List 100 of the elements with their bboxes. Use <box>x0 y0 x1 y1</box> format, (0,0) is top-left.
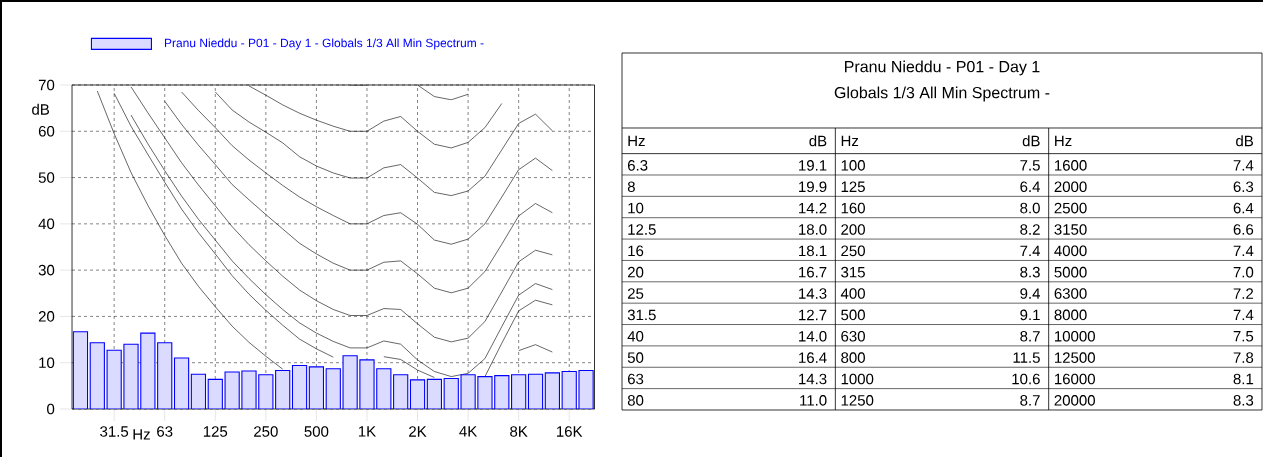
text: dB <box>809 135 827 147</box>
text: 7.4 <box>1233 160 1254 171</box>
text: 800 <box>841 352 865 363</box>
text: 10000 <box>1055 330 1095 342</box>
x-tick-label: 500 <box>304 426 329 437</box>
text: 3150 <box>1054 224 1087 235</box>
text: 20 <box>627 266 644 278</box>
text: dB <box>1022 135 1040 147</box>
text: 7.4 <box>1233 245 1254 256</box>
text: 63 <box>627 373 644 385</box>
text: 18.1 <box>799 245 827 257</box>
text: 14.2 <box>799 202 827 214</box>
y-tick-label: 50 <box>38 172 55 183</box>
text: 12.5 <box>628 224 656 235</box>
text: 5000 <box>1054 266 1087 278</box>
text: 100 <box>841 160 865 171</box>
text: 6300 <box>1054 288 1087 299</box>
text: 8.3 <box>1020 266 1040 278</box>
text: 1600 <box>1055 160 1087 171</box>
legend-label: Pranu Nieddu - P01 - Day 1 - Globals 1/3 All Min Spectrum - <box>164 38 484 50</box>
text: 16000 <box>1055 373 1095 385</box>
text: 19.9 <box>799 181 827 193</box>
text: 12.7 <box>799 309 827 321</box>
text: 14.0 <box>799 330 827 342</box>
text: 6.3 <box>1233 181 1254 193</box>
text: 7.5 <box>1020 160 1040 171</box>
text: 25 <box>627 288 644 299</box>
text: 8 <box>627 181 635 193</box>
x-tick-label: 250 <box>254 426 278 437</box>
text: Hz <box>841 135 859 146</box>
text: 11.0 <box>800 395 827 406</box>
text: 8.7 <box>1020 330 1040 342</box>
text: 80 <box>627 395 644 406</box>
text: 7.0 <box>1233 266 1254 278</box>
text: 6.4 <box>1020 181 1041 193</box>
text: 12500 <box>1055 352 1095 363</box>
text: 8.1 <box>1233 373 1254 385</box>
y-axis-title: dB <box>32 103 50 115</box>
text: 10 <box>628 202 644 214</box>
x-tick-label: 63 <box>157 426 173 437</box>
text: 8.0 <box>1020 202 1040 214</box>
x-tick-label: 2K <box>409 426 427 437</box>
text: 7.4 <box>1233 309 1254 321</box>
text: 315 <box>841 266 865 278</box>
text: 160 <box>841 202 865 214</box>
x-tick-label: 8K <box>510 426 528 437</box>
text: 10.6 <box>1012 373 1040 385</box>
text: 18.0 <box>799 224 827 235</box>
x-axis-title: Hz <box>133 429 150 440</box>
text: 4000 <box>1054 245 1087 257</box>
text: 7.4 <box>1020 245 1041 256</box>
text: 9.4 <box>1020 288 1041 299</box>
x-tick-label: 16K <box>557 426 583 437</box>
text: 1250 <box>841 395 874 406</box>
x-tick-label: 125 <box>203 426 228 437</box>
text: 16 <box>628 245 644 257</box>
y-tick-label: 40 <box>38 218 55 230</box>
text: 8.3 <box>1233 395 1254 406</box>
text: 1000 <box>841 373 874 385</box>
text: 16.4 <box>799 352 827 363</box>
text: Hz <box>1055 135 1072 146</box>
text: 125 <box>841 181 865 193</box>
text: 2000 <box>1054 181 1087 193</box>
text: 14.3 <box>799 373 827 385</box>
text: 8000 <box>1054 309 1087 321</box>
x-tick-label: 31.5 <box>100 426 129 437</box>
text: 8.7 <box>1020 395 1040 406</box>
y-tick-label: 20 <box>38 311 55 322</box>
y-tick-label: 60 <box>38 125 55 137</box>
text: 8.2 <box>1020 224 1040 235</box>
y-tick-label: 0 <box>47 403 55 415</box>
text: 6.6 <box>1233 224 1254 235</box>
text: 7.2 <box>1233 288 1254 299</box>
text: 11.5 <box>1013 352 1040 363</box>
text: 7.5 <box>1233 331 1254 342</box>
text: 31.5 <box>627 309 656 321</box>
text: 400 <box>840 288 865 299</box>
text: 40 <box>627 330 644 342</box>
text: 14.3 <box>799 288 827 299</box>
text: 7.8 <box>1233 352 1254 363</box>
text: 6.4 <box>1233 202 1254 214</box>
text: 630 <box>841 330 865 342</box>
text: Hz <box>628 135 645 146</box>
text: dB <box>1236 135 1253 147</box>
text: 16.7 <box>799 266 827 278</box>
text: 50 <box>627 352 644 363</box>
text: 500 <box>841 309 865 321</box>
text: Pranu Nieddu - P01 - Day 1 <box>845 60 1040 76</box>
text: 200 <box>841 224 865 235</box>
text: 9.1 <box>1020 309 1040 321</box>
x-tick-label: 1K <box>358 426 376 437</box>
text: Globals 1/3 All Min Spectrum - <box>834 86 1050 102</box>
text: 250 <box>841 245 865 257</box>
x-tick-label: 4K <box>459 426 478 437</box>
y-tick-label: 30 <box>38 264 55 276</box>
text: 20000 <box>1054 395 1095 406</box>
text: 19.1 <box>799 160 827 171</box>
y-tick-label: 10 <box>39 357 55 369</box>
text: 2500 <box>1054 202 1087 214</box>
y-tick-label: 70 <box>38 79 55 91</box>
